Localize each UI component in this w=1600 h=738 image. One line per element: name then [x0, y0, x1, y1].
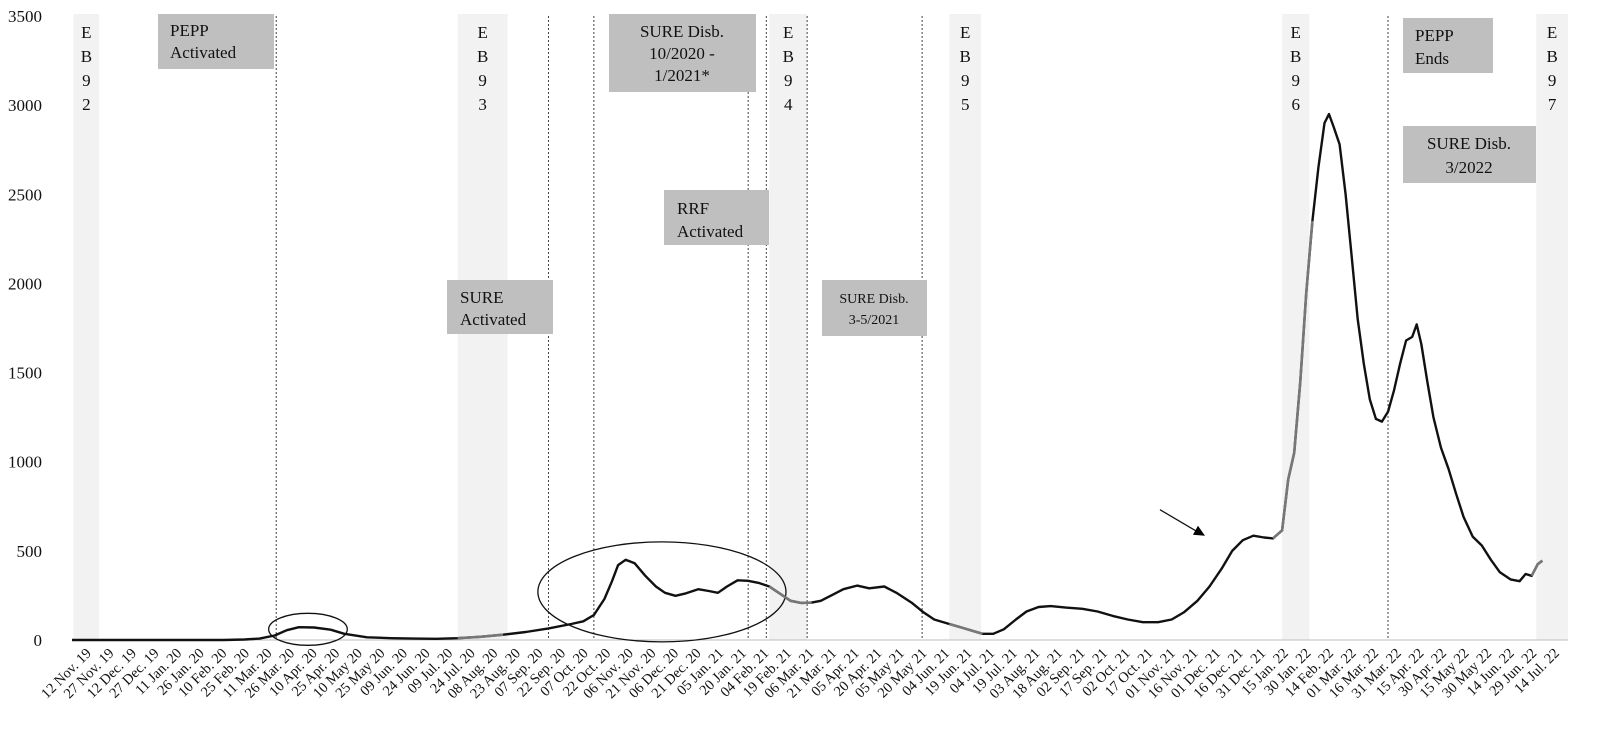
series-line-eb-segment	[768, 585, 812, 605]
y-tick-label: 2000	[8, 274, 42, 293]
data-series	[72, 112, 1544, 642]
eb-label-char: E	[783, 23, 793, 42]
y-axis: 0 500 1000 1500 2000 2500 3000 3500	[8, 7, 42, 650]
eb-label-char: B	[783, 47, 794, 66]
eb-label-char: 5	[961, 95, 970, 114]
annotation-text: PEPP	[1415, 26, 1454, 45]
eb-band	[73, 14, 100, 640]
annotation-box	[609, 14, 756, 92]
y-tick-label: 500	[17, 542, 43, 561]
arrow-head	[1192, 525, 1205, 536]
eb-label-char: B	[960, 47, 971, 66]
annotation-box	[447, 280, 553, 334]
y-tick-label: 3500	[8, 7, 42, 26]
eb-label-char: E	[81, 23, 91, 42]
annotation-text: Activated	[170, 43, 237, 62]
eb-band	[769, 14, 808, 640]
annotation-box	[158, 14, 274, 69]
highlight-ellipse	[537, 541, 787, 643]
annotation-text: RRF	[677, 199, 709, 218]
eb-label-char: 9	[784, 71, 793, 90]
eb-band	[949, 14, 982, 640]
series-line-eb-segment	[948, 622, 983, 636]
annotation-text: Ends	[1415, 49, 1449, 68]
y-tick-label: 1000	[8, 453, 42, 472]
eb-label-char: 6	[1291, 95, 1300, 114]
annotation-text: SURE Disb.	[1427, 134, 1511, 153]
eb-band	[1536, 14, 1568, 640]
eb-label-char: 4	[784, 95, 793, 114]
annotation-boxes: PEPP Activated SURE Activated SURE Disb. 10/2…	[158, 14, 1536, 336]
y-tick-label: 3000	[8, 96, 42, 115]
eb-label-char: 9	[1548, 71, 1557, 90]
eb-label-char: 7	[1548, 95, 1557, 114]
annotation-text: SURE	[460, 288, 503, 307]
arrow-marker	[1159, 509, 1205, 536]
annotation-text: 10/2020 -	[649, 44, 715, 63]
series-line	[72, 112, 1544, 642]
series-line-eb-segment	[1530, 559, 1544, 577]
eb-label-char: E	[960, 23, 970, 42]
eb-label-char: B	[1546, 47, 1557, 66]
annotation-text: Activated	[460, 310, 527, 329]
y-tick-label: 1500	[8, 364, 42, 383]
annotation-text: SURE Disb.	[640, 22, 724, 41]
annotation-box	[1403, 126, 1536, 183]
arrow-shaft	[1159, 509, 1200, 534]
annotation-text: 3/2022	[1445, 158, 1492, 177]
eb-label-char: 9	[478, 71, 487, 90]
eb-label-char: 9	[1291, 71, 1300, 90]
eb-label-char: 9	[961, 71, 970, 90]
annotation-box	[822, 280, 927, 336]
annotation-box	[1403, 18, 1493, 73]
eb-label-char: E	[477, 23, 487, 42]
highlight-ellipses	[267, 541, 787, 646]
y-tick-label: 2500	[8, 185, 42, 204]
annotation-text: PEPP	[170, 21, 209, 40]
eb-label-char: 9	[82, 71, 91, 90]
series-line-eb-segment	[1272, 220, 1314, 540]
eb-label-char: E	[1547, 23, 1557, 42]
eb-label-char: E	[1291, 23, 1301, 42]
series-line-eb-segment	[457, 633, 504, 640]
annotation-text: 3-5/2021	[849, 313, 900, 328]
eb-label-char: B	[1290, 47, 1301, 66]
eb-label-char: 3	[478, 95, 487, 114]
annotation-box	[664, 190, 769, 245]
annotation-text: SURE Disb.	[839, 292, 908, 307]
y-tick-label: 0	[34, 631, 43, 650]
eb-label-char: 2	[82, 95, 91, 114]
annotation-text: Activated	[677, 222, 744, 241]
eb-label-char: B	[477, 47, 488, 66]
highlight-ellipse	[267, 612, 348, 646]
eb-label-char: B	[81, 47, 92, 66]
annotation-text: 1/2021*	[654, 66, 710, 85]
